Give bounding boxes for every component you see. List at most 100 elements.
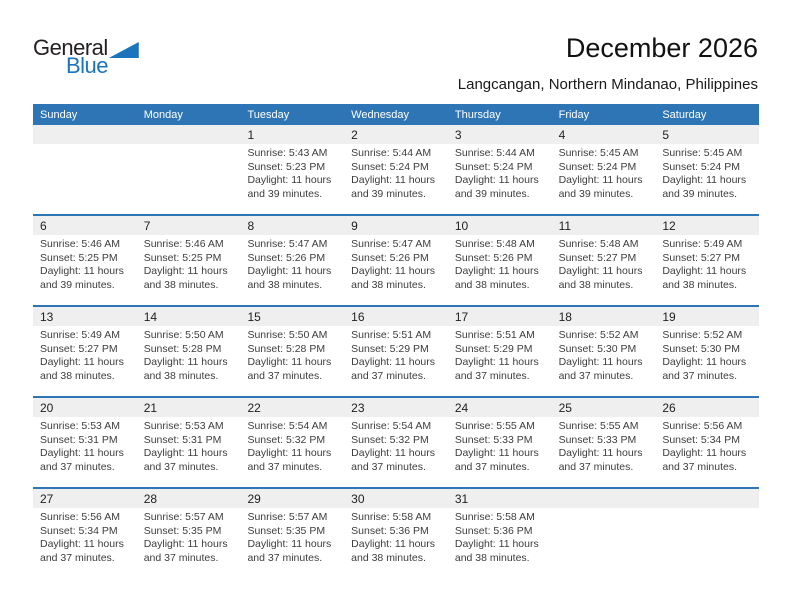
- day-info: Sunrise: 5:55 AM Sunset: 5:33 PM Daylight:…: [448, 417, 552, 474]
- day-number: 17: [454, 309, 469, 324]
- sunrise-text: Sunrise: 5:54 AM: [351, 420, 432, 432]
- sunrise-text: Sunrise: 5:52 AM: [558, 329, 639, 341]
- sunset-text: Sunset: 5:24 PM: [558, 160, 637, 173]
- daylight-text-line1: Daylight: 11 hours: [143, 538, 228, 550]
- day-info: Sunrise: 5:48 AM Sunset: 5:26 PM Daylight:…: [448, 235, 552, 292]
- day-info: Sunrise: 5:46 AM Sunset: 5:25 PM Daylight:…: [33, 235, 137, 292]
- day-info: Sunrise: 5:56 AM Sunset: 5:34 PM Daylight:…: [655, 417, 759, 474]
- day-info: [33, 144, 137, 147]
- day-number: 9: [351, 218, 358, 233]
- sunset-text: Sunset: 5:27 PM: [662, 251, 740, 264]
- page-subtitle: Langcangan, Northern Mindanao, Philippin…: [457, 76, 758, 93]
- daylight-text-line1: Daylight: 11 hours: [351, 356, 436, 368]
- daylight-text-line2: and 37 minutes.: [247, 460, 323, 473]
- sunrise-text: Sunrise: 5:57 AM: [247, 511, 328, 523]
- day-info: Sunrise: 5:47 AM Sunset: 5:26 PM Daylight:…: [240, 235, 344, 292]
- day-number-band: 22: [240, 398, 345, 417]
- sunset-text: Sunset: 5:34 PM: [662, 433, 740, 446]
- sunrise-text: Sunrise: 5:47 AM: [351, 238, 432, 250]
- sunrise-text: Sunrise: 5:56 AM: [662, 420, 743, 432]
- daylight-text-line1: Daylight: 11 hours: [454, 538, 539, 550]
- calendar-day-cell: 9 Sunrise: 5:47 AM Sunset: 5:26 PM Daylight…: [344, 216, 448, 305]
- daylight-text-line1: Daylight: 11 hours: [454, 356, 539, 368]
- title-block: December 2026 Langcangan, Northern Minda…: [458, 33, 758, 93]
- day-number: 21: [143, 400, 158, 415]
- sunset-text: Sunset: 5:34 PM: [40, 524, 118, 537]
- day-number-band: 20: [33, 398, 137, 417]
- day-number: 8: [247, 218, 255, 233]
- daylight-text-line2: and 37 minutes.: [143, 460, 219, 473]
- calendar-day-cell: 29 Sunrise: 5:57 AM Sunset: 5:35 PM Dayligh…: [240, 489, 345, 578]
- daylight-text-line2: and 37 minutes.: [351, 369, 426, 382]
- day-info: Sunrise: 5:47 AM Sunset: 5:26 PM Daylight:…: [344, 235, 448, 292]
- page-title: December 2026: [565, 33, 758, 63]
- daylight-text-line1: Daylight: 11 hours: [662, 447, 747, 459]
- daylight-text-line1: Daylight: 11 hours: [662, 174, 747, 186]
- day-number-band: 1: [240, 125, 345, 144]
- sunset-text: Sunset: 5:25 PM: [143, 251, 222, 264]
- daylight-text-line2: and 37 minutes.: [558, 369, 634, 382]
- day-info: Sunrise: 5:49 AM Sunset: 5:27 PM Daylight:…: [33, 326, 137, 383]
- sunset-text: Sunset: 5:32 PM: [247, 433, 326, 446]
- day-info: Sunrise: 5:57 AM Sunset: 5:35 PM Daylight:…: [240, 508, 344, 565]
- daylight-text-line2: and 39 minutes.: [662, 187, 738, 200]
- sunset-text: Sunset: 5:29 PM: [351, 342, 429, 355]
- day-info: Sunrise: 5:50 AM Sunset: 5:28 PM Daylight:…: [240, 326, 344, 383]
- calendar-day-cell: 31 Sunrise: 5:58 AM Sunset: 5:36 PM Dayligh…: [447, 489, 552, 578]
- daylight-text-line2: and 37 minutes.: [454, 460, 530, 473]
- day-info: Sunrise: 5:54 AM Sunset: 5:32 PM Daylight:…: [240, 417, 344, 474]
- calendar-week-row: 1 Sunrise: 5:43 AM Sunset: 5:23 PM Daylight…: [33, 125, 760, 214]
- daylight-text-line1: Daylight: 11 hours: [247, 265, 332, 277]
- day-number-band: 26: [655, 398, 760, 417]
- day-number: 5: [662, 127, 669, 142]
- daylight-text-line2: and 38 minutes.: [143, 369, 219, 382]
- sunset-text: Sunset: 5:33 PM: [454, 433, 533, 446]
- daylight-text-line2: and 37 minutes.: [247, 551, 323, 564]
- day-number-band: 11: [551, 216, 656, 235]
- sunset-text: Sunset: 5:36 PM: [454, 524, 533, 537]
- sunrise-text: Sunrise: 5:47 AM: [247, 238, 328, 250]
- calendar-day-cell: 11 Sunrise: 5:48 AM Sunset: 5:27 PM Dayligh…: [551, 216, 656, 305]
- day-number: 30: [351, 491, 365, 506]
- day-info: Sunrise: 5:44 AM Sunset: 5:24 PM Daylight:…: [344, 144, 448, 201]
- day-number: 26: [662, 400, 676, 415]
- sunset-text: Sunset: 5:26 PM: [351, 251, 429, 264]
- calendar-day-cell: 6 Sunrise: 5:46 AM Sunset: 5:25 PM Daylight…: [33, 216, 137, 305]
- calendar-week-row: 27 Sunrise: 5:56 AM Sunset: 5:34 PM Dayligh…: [33, 487, 760, 578]
- calendar-day-cell: 26 Sunrise: 5:56 AM Sunset: 5:34 PM Dayligh…: [655, 398, 760, 487]
- calendar-day-cell: 22 Sunrise: 5:54 AM Sunset: 5:32 PM Dayligh…: [240, 398, 345, 487]
- day-number-band: 29: [240, 489, 345, 508]
- calendar-day-cell: 30 Sunrise: 5:58 AM Sunset: 5:36 PM Dayligh…: [344, 489, 448, 578]
- sunrise-text: Sunrise: 5:50 AM: [247, 329, 328, 341]
- daylight-text-line1: Daylight: 11 hours: [454, 174, 539, 186]
- day-number-band: 30: [344, 489, 448, 508]
- calendar-week-row: 13 Sunrise: 5:49 AM Sunset: 5:27 PM Dayligh…: [33, 305, 760, 396]
- weekday-header: Monday: [143, 108, 183, 121]
- day-info: Sunrise: 5:56 AM Sunset: 5:34 PM Daylight:…: [33, 508, 137, 565]
- sunrise-text: Sunrise: 5:52 AM: [662, 329, 743, 341]
- day-number-band: 6: [33, 216, 137, 235]
- daylight-text-line1: Daylight: 11 hours: [558, 447, 643, 459]
- sunset-text: Sunset: 5:25 PM: [40, 251, 118, 264]
- weekday-header: Saturday: [662, 108, 707, 121]
- day-number-band: 3: [447, 125, 552, 144]
- daylight-text-line2: and 38 minutes.: [558, 278, 634, 291]
- day-info: Sunrise: 5:44 AM Sunset: 5:24 PM Daylight:…: [448, 144, 552, 201]
- day-number-band: 7: [136, 216, 241, 235]
- daylight-text-line1: Daylight: 11 hours: [351, 174, 436, 186]
- sunset-text: Sunset: 5:24 PM: [454, 160, 533, 173]
- sunset-text: Sunset: 5:23 PM: [247, 160, 326, 173]
- day-number-band: 14: [136, 307, 241, 326]
- day-info: Sunrise: 5:52 AM Sunset: 5:30 PM Daylight:…: [655, 326, 759, 383]
- day-number-band: [655, 489, 760, 508]
- sunset-text: Sunset: 5:33 PM: [558, 433, 637, 446]
- day-number: 4: [558, 127, 566, 142]
- day-info: Sunrise: 5:54 AM Sunset: 5:32 PM Daylight:…: [344, 417, 448, 474]
- daylight-text-line1: Daylight: 11 hours: [662, 356, 747, 368]
- daylight-text-line2: and 38 minutes.: [454, 551, 530, 564]
- day-number-band: 9: [344, 216, 448, 235]
- calendar-week-row: 20 Sunrise: 5:53 AM Sunset: 5:31 PM Dayligh…: [33, 396, 760, 487]
- sunset-text: Sunset: 5:29 PM: [454, 342, 533, 355]
- calendar-day-cell: 8 Sunrise: 5:47 AM Sunset: 5:26 PM Daylight…: [240, 216, 345, 305]
